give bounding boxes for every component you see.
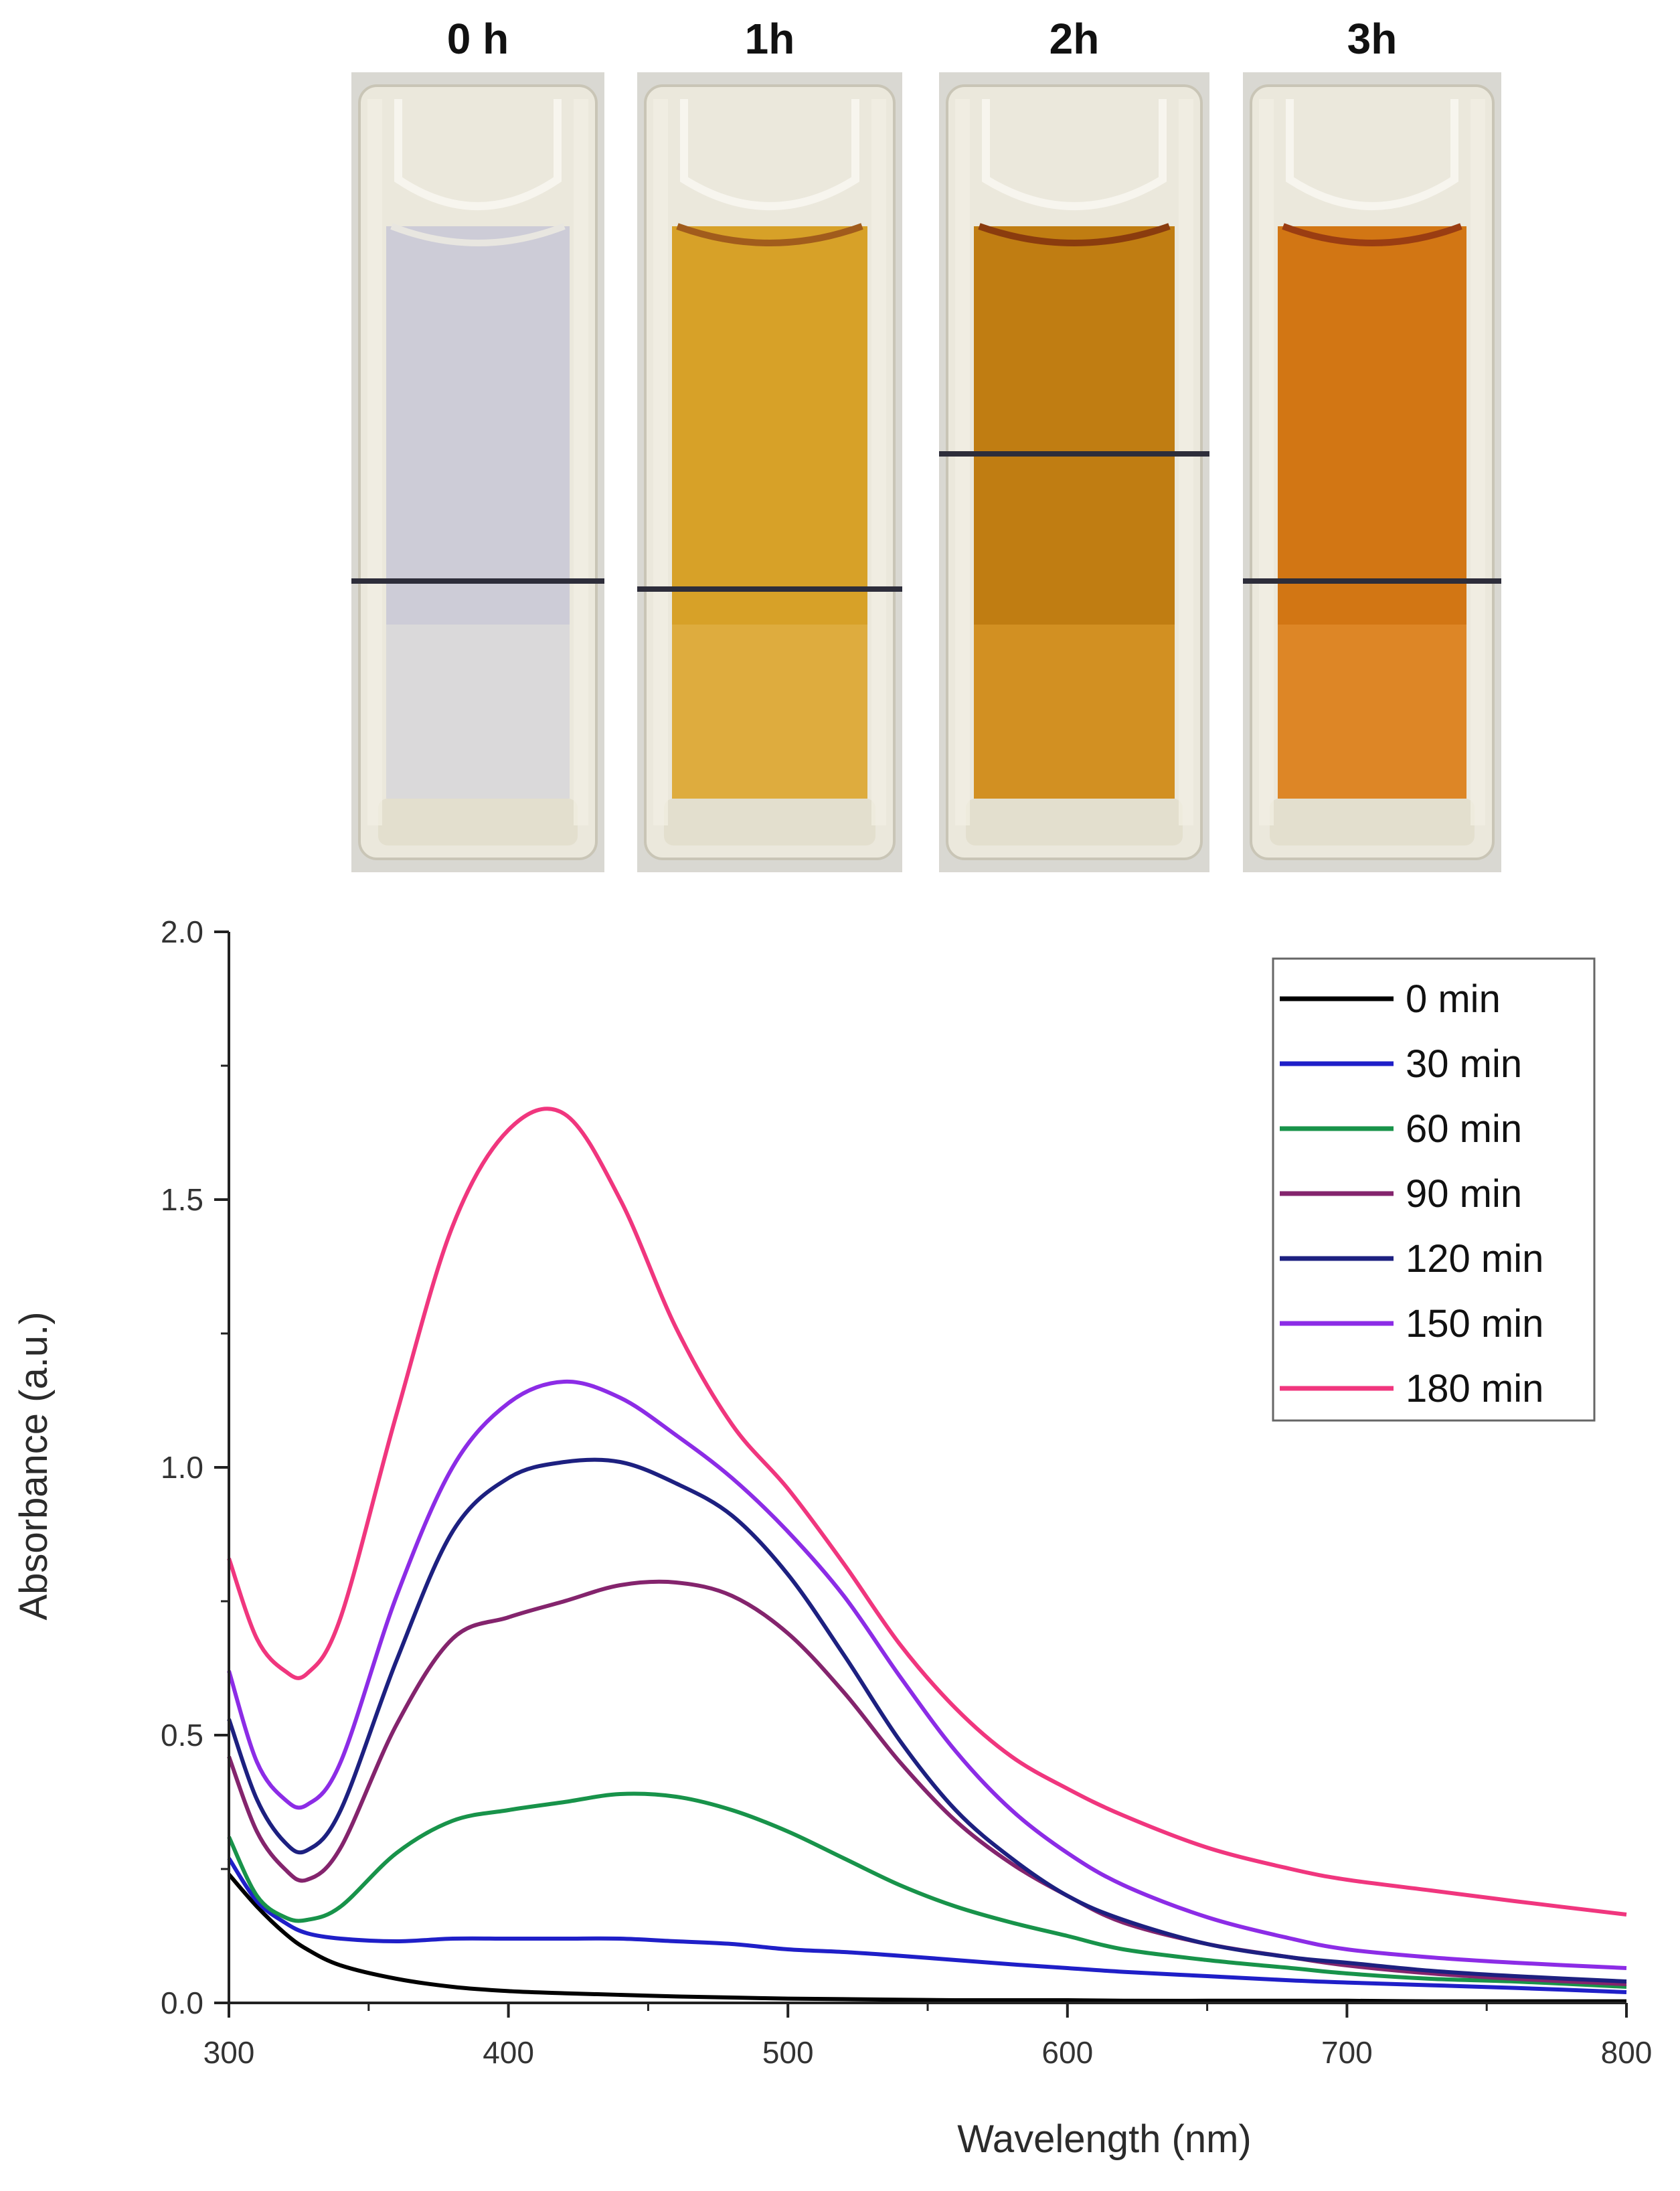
- cuvette-edge-right: [871, 99, 886, 825]
- cuvette-0: 0 h: [351, 15, 604, 872]
- cuvette-liquid-lower: [1278, 625, 1466, 799]
- cuvette-time-label: 3h: [1347, 15, 1398, 63]
- cuvette-meniscus: [390, 223, 566, 246]
- cuvette-base: [664, 799, 875, 845]
- legend-label: 60 min: [1406, 1107, 1522, 1151]
- legend-label: 90 min: [1406, 1172, 1522, 1216]
- cuvette-edge-left: [955, 99, 970, 825]
- series-line-60-min: [227, 1791, 1627, 1989]
- legend-box: [1272, 957, 1596, 1422]
- legend-label: 180 min: [1406, 1367, 1543, 1410]
- cuvette-rim: [1286, 99, 1458, 210]
- x-tick-label: 600: [1041, 2035, 1093, 2070]
- series-line-30-min: [227, 1857, 1627, 1994]
- x-tick-label: 500: [762, 2035, 814, 2070]
- cuvette-photo-panel: 0 h 1h 2h 3h: [351, 15, 1501, 872]
- y-tick-label: 0.5: [161, 1718, 203, 1753]
- cuvette-edge-right: [1471, 99, 1485, 825]
- cuvette-edge-right: [1179, 99, 1193, 825]
- cuvette-time-label: 1h: [745, 15, 795, 63]
- cuvette-liquid-lower: [386, 625, 570, 799]
- cuvette-edge-left: [653, 99, 668, 825]
- series-lines: [227, 1107, 1627, 2004]
- y-tick-label: 0.0: [161, 1985, 203, 2020]
- cuvette-rim: [394, 99, 562, 210]
- cuvette-edge-left: [367, 99, 382, 825]
- cuvette-liquid-lower: [974, 625, 1175, 799]
- cuvette-meniscus: [1282, 223, 1462, 246]
- series-line-150-min: [227, 1379, 1627, 1970]
- series-line-0-min: [227, 1873, 1626, 2004]
- cuvette-meniscus: [676, 223, 863, 246]
- cuvette-2: 2h: [939, 15, 1209, 872]
- x-tick-label: 300: [203, 2035, 255, 2070]
- cuvette-base: [378, 799, 578, 845]
- y-tick-label: 2.0: [161, 914, 203, 949]
- legend: 0 min 30 min 60 min 90 min 120 min 150 min 180…: [1272, 957, 1596, 1422]
- series-line-120-min: [227, 1457, 1627, 1983]
- y-tick-label: 1.5: [161, 1182, 203, 1217]
- cuvette-rim: [680, 99, 859, 210]
- cuvette-liquid-lower: [672, 625, 867, 799]
- series-line-90-min: [227, 1579, 1627, 1986]
- absorbance-chart: 300 400 500 600 700 800 0.0 0.5 1.0 1.5 2.0 Wavele…: [12, 914, 1652, 2161]
- cuvette-meniscus: [978, 223, 1171, 246]
- series-line-180-min: [227, 1107, 1627, 1917]
- legend-label: 0 min: [1406, 977, 1501, 1021]
- ticks: 300 400 500 600 700 800 0.0 0.5 1.0 1.5 2.0: [161, 914, 1652, 2070]
- x-tick-label: 700: [1321, 2035, 1373, 2070]
- cuvette-edge-left: [1259, 99, 1274, 825]
- x-tick-label: 400: [483, 2035, 534, 2070]
- cuvette-base: [966, 799, 1183, 845]
- cuvette-time-label: 0 h: [447, 15, 509, 63]
- y-axis-label: Absorbance (a.u.): [12, 1311, 56, 1620]
- cuvette-3: 3h: [1243, 15, 1501, 872]
- cuvette-base: [1270, 799, 1475, 845]
- legend-label: 120 min: [1406, 1237, 1543, 1281]
- cuvette-time-label: 2h: [1049, 15, 1100, 63]
- x-tick-label: 800: [1601, 2035, 1653, 2070]
- x-axis-label: Wavelength (nm): [957, 2117, 1251, 2161]
- legend-label: 150 min: [1406, 1302, 1543, 1346]
- cuvette-rim: [982, 99, 1167, 210]
- legend-label: 30 min: [1406, 1042, 1522, 1086]
- cuvette-1: 1h: [637, 15, 902, 872]
- y-tick-label: 1.0: [161, 1450, 203, 1485]
- cuvette-edge-right: [574, 99, 588, 825]
